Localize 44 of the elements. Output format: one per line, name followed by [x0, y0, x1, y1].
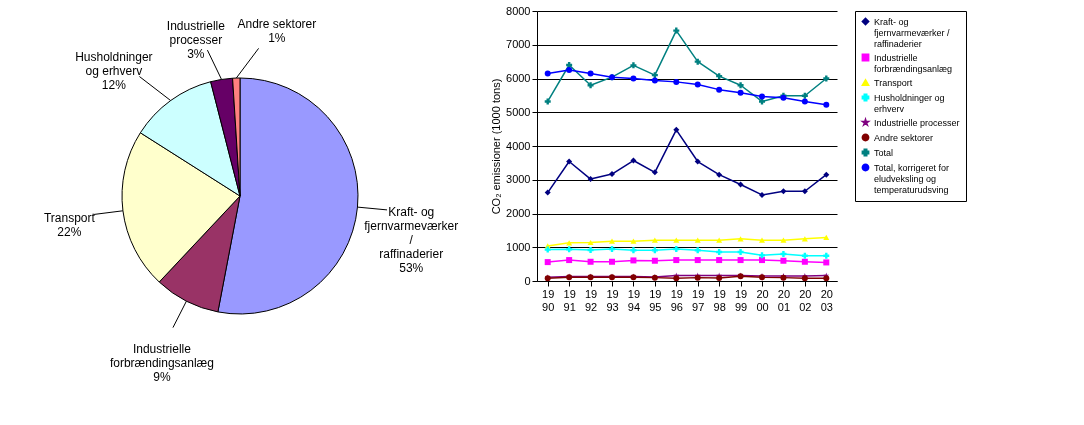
x-tick-label: 1998: [713, 287, 726, 313]
x-tick-label: 1994: [627, 287, 641, 313]
x-tick-label: 2002: [799, 287, 812, 313]
x-tick-label: 1999: [734, 287, 748, 313]
data-label: 1%: [268, 31, 286, 46]
y-tick-label: 1000: [506, 240, 531, 253]
x-tick-label: 1996: [670, 287, 683, 313]
slice-label: Transport: [43, 210, 96, 225]
legend-label: Transport: [874, 77, 913, 88]
x-tick-label: 2000: [756, 287, 769, 313]
x-tick-label: 1990: [542, 287, 555, 313]
data-label: 53%: [399, 261, 424, 276]
y-tick-label: 4000: [506, 139, 531, 152]
x-tick-label: 1995: [649, 287, 662, 313]
slice-label: Industrielle processer: [166, 19, 226, 48]
y-tick-label: 7000: [506, 38, 531, 51]
legend-label: Total: [874, 147, 894, 158]
slice-label: Kraft- og fjernvarmeværker / raffinaderier: [364, 205, 459, 262]
legend-label: Total, korrigeret for eludveksling og temperaturudsving: [874, 162, 950, 195]
data-label: 3%: [187, 47, 205, 62]
legend-label: Industrielle processer: [874, 117, 960, 128]
slice-label: Andre sektorer: [237, 17, 317, 32]
x-tick-label: 2003: [820, 287, 833, 313]
y-tick-label: 6000: [506, 72, 531, 84]
x-tick-label: 1993: [606, 287, 619, 313]
x-tick-label: 1992: [584, 287, 598, 313]
y-tick-label: 3000: [506, 173, 531, 186]
slice-label: Husholdninger og erhverv: [75, 49, 153, 78]
legend-label: Kraft- og fjernvarmeværker / raffinaderier: [874, 16, 951, 49]
data-label: 22%: [57, 224, 82, 239]
legend-label: Andre sektorer: [874, 132, 934, 143]
y-tick-label: 0: [524, 274, 531, 287]
y-axis-title: CO₂ emissioner (1000 tons): [490, 78, 503, 215]
y-tick-label: 5000: [506, 105, 531, 118]
x-tick-label: 1997: [692, 287, 705, 313]
legend-label: Husholdninger og erhverv: [874, 92, 945, 114]
y-tick-label: 2000: [506, 207, 531, 219]
x-tick-label: 2001: [777, 287, 791, 313]
legend-label: Industrielle forbrændingsanlæg: [874, 52, 953, 74]
data-label: 9%: [153, 370, 171, 385]
y-tick-label: 8000: [506, 4, 531, 17]
x-tick-label: 1991: [563, 287, 576, 313]
data-label: 12%: [101, 77, 127, 92]
slice-label: Industrielle forbrændingsanlæg: [109, 342, 214, 371]
